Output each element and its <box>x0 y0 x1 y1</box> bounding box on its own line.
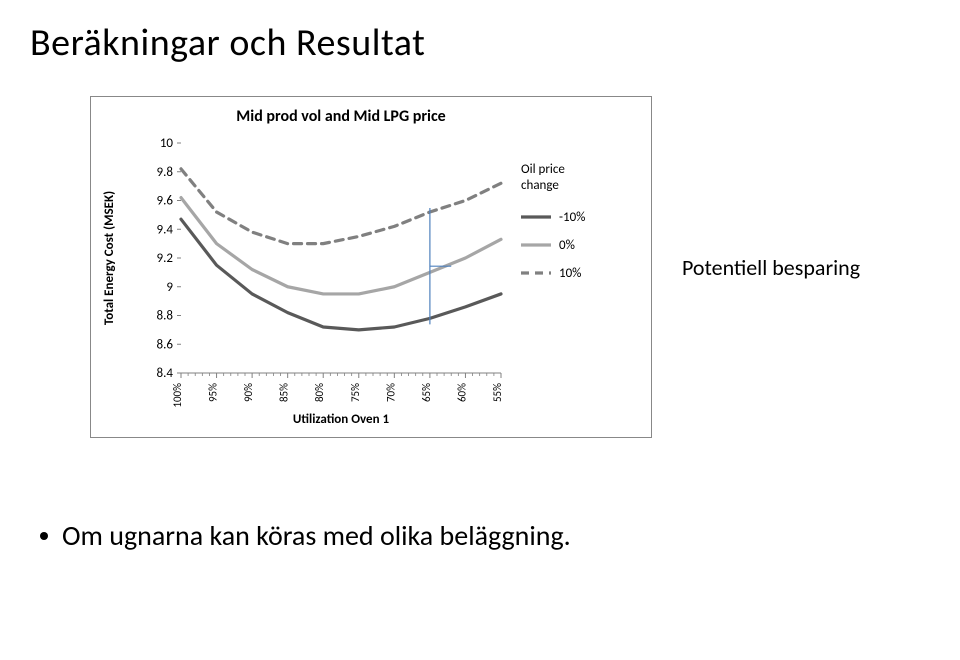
ytick-label: 8.8 <box>157 309 174 324</box>
ytick-label: 9.8 <box>157 165 174 180</box>
series-line <box>181 219 501 330</box>
chart-title: Mid prod vol and Mid LPG price <box>236 107 445 126</box>
chart-container: Mid prod vol and Mid LPG price 8.4 8.6 8.8 9… <box>90 96 652 438</box>
bullet-row: Om ugnarna kan köras med olika beläggnin… <box>40 518 930 553</box>
xtick-label: 100% <box>171 383 184 408</box>
ytick-label: 8.6 <box>157 337 174 352</box>
legend-label: -10% <box>559 210 585 225</box>
chart-row: Mid prod vol and Mid LPG price 8.4 8.6 8.8 9… <box>90 96 930 438</box>
bullet-text: Om ugnarna kan köras med olika beläggnin… <box>62 518 571 553</box>
ytick-label: 10 <box>160 136 174 151</box>
legend-title: Oil price <box>521 162 565 177</box>
xtick-label: 80% <box>313 383 326 402</box>
legend-title: change <box>521 178 559 193</box>
xtick-label: 60% <box>455 383 468 402</box>
ytick-label: 9 <box>166 280 173 295</box>
xtick-label: 65% <box>420 383 433 402</box>
xtick-label: 55% <box>491 383 504 402</box>
ytick-label: 9.2 <box>157 251 174 266</box>
series-line <box>181 169 501 244</box>
ytick-label: 9.4 <box>157 222 174 237</box>
chart-svg: Mid prod vol and Mid LPG price 8.4 8.6 8.8 9… <box>91 97 651 437</box>
legend-label: 10% <box>559 266 581 281</box>
page-title: Beräkningar och Resultat <box>30 20 930 66</box>
ytick-label: 9.6 <box>157 194 174 209</box>
xtick-label: 95% <box>207 383 220 402</box>
x-axis-label: Utilization Oven 1 <box>293 412 390 427</box>
xtick-label: 75% <box>349 383 362 402</box>
y-axis-label: Total Energy Cost (MSEK) <box>102 191 117 325</box>
bullet-dot-icon <box>40 532 48 540</box>
callout-label: Potentiell besparing <box>682 254 860 281</box>
ytick-label: 8.4 <box>157 366 174 381</box>
legend-label: 0% <box>559 238 575 253</box>
xtick-label: 85% <box>278 383 291 402</box>
xtick-label: 70% <box>384 383 397 402</box>
series-line <box>181 198 501 294</box>
xtick-label: 90% <box>242 383 255 402</box>
